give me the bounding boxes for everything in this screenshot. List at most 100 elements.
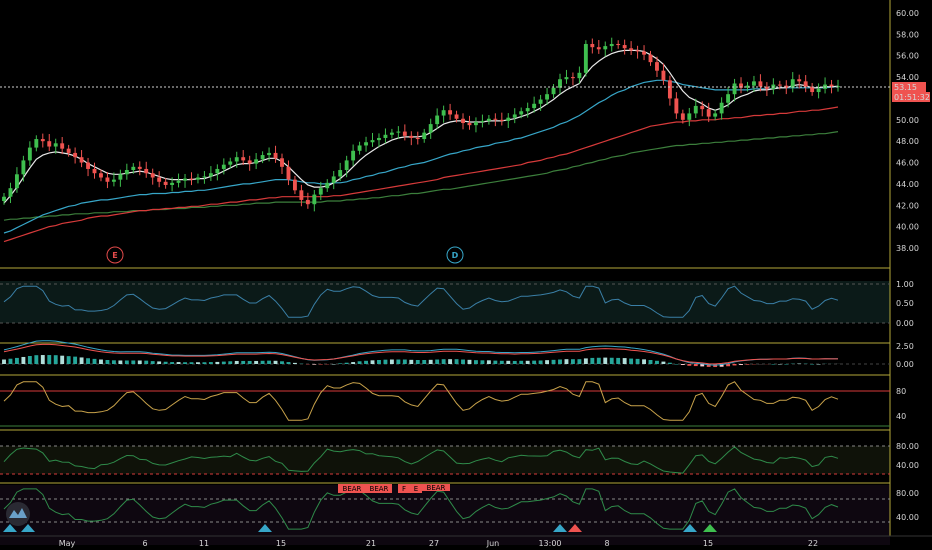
macd-bar	[34, 355, 39, 364]
time-axis[interactable]: May 6 11 15 21 27 Jun 13:00 8 15 22	[59, 539, 818, 548]
candle-body	[183, 178, 187, 181]
candle-body	[79, 157, 84, 163]
macd-bar	[312, 364, 317, 365]
macd-bar	[648, 360, 653, 364]
macd-bar	[532, 360, 537, 364]
candle-body	[118, 174, 123, 180]
candle-body	[318, 188, 323, 195]
macd-bar	[357, 361, 362, 364]
candle-body	[396, 131, 401, 133]
ema-slow-line	[3, 106, 839, 243]
candle-body	[383, 134, 388, 138]
candle-body	[286, 166, 291, 180]
candle-body	[667, 80, 672, 99]
macd-bar	[590, 357, 595, 364]
macd-bar	[14, 357, 19, 364]
price-axis[interactable]: 60.0058.0056.0054.0052.0050.0048.0046.00…	[896, 9, 919, 253]
time-tick-10: 15	[703, 539, 713, 548]
candle-body	[622, 45, 627, 49]
macd-bar	[228, 361, 233, 364]
candle-body	[441, 110, 446, 116]
candle-body	[21, 160, 26, 175]
candle-body	[609, 43, 614, 47]
candle-body	[34, 139, 39, 148]
macd-bar	[170, 362, 175, 364]
signal-triangle	[553, 524, 567, 532]
macd-bar	[79, 357, 84, 364]
indicator-pane-5[interactable]: BEAR BEAR F E BEAR	[0, 484, 890, 532]
candle-body	[545, 94, 550, 100]
price-tick: 60.00	[896, 9, 919, 18]
macd-bar	[732, 364, 737, 366]
candle-body	[111, 179, 116, 182]
macd-bar	[21, 356, 26, 364]
price-pane[interactable]	[0, 37, 890, 243]
macd-bar	[655, 360, 659, 364]
macd-bar	[215, 361, 220, 364]
bar-countdown: 01:51:32	[894, 93, 930, 102]
macd-bar	[402, 359, 407, 364]
macd-bar	[474, 360, 478, 364]
candle-body	[202, 176, 207, 178]
candle-body	[467, 123, 472, 126]
macd-bar	[396, 359, 401, 364]
macd-bar	[99, 359, 103, 364]
indicator-pane-2-macd[interactable]	[0, 340, 890, 368]
candle-body	[435, 115, 440, 125]
indicator-pane-3-rsi[interactable]	[0, 381, 890, 427]
candle-body	[105, 177, 110, 182]
candle-body	[519, 111, 524, 115]
macd-bar	[583, 358, 588, 364]
pane5-tick-2: 40.00	[896, 513, 919, 522]
macd-bar	[27, 356, 32, 364]
candle-body	[99, 173, 103, 178]
candle-body	[506, 117, 511, 121]
candle-body	[228, 161, 233, 165]
macd-bar	[292, 362, 297, 364]
candle-body	[713, 113, 718, 117]
event-marker-e[interactable]: E	[106, 246, 124, 264]
bear-signal-3: BEAR	[427, 484, 446, 492]
candle-body	[150, 173, 155, 178]
macd-bar	[467, 359, 472, 364]
candle-body	[267, 152, 272, 156]
candle-body	[829, 84, 834, 87]
price-tick: 38.00	[896, 244, 919, 253]
pane1-tick-1: 1.00	[896, 280, 914, 289]
price-tick: 46.00	[896, 159, 919, 168]
candle-body	[325, 182, 330, 189]
indicator-axes: 1.00 0.50 0.00 2.50 0.00 80 40 80.00 40.…	[896, 280, 919, 522]
candle-body	[273, 152, 278, 159]
event-marker-d[interactable]: D	[446, 246, 464, 264]
indicator-pane-4[interactable]	[0, 445, 890, 475]
macd-bar	[706, 364, 711, 367]
indicator-pane-1[interactable]	[0, 283, 890, 324]
signal-triangle	[21, 524, 35, 532]
macd-bar	[344, 362, 349, 364]
candle-body	[377, 137, 381, 141]
candle-body	[364, 142, 368, 146]
macd-bar	[267, 360, 272, 364]
candle-body	[53, 143, 58, 147]
macd-bar	[609, 357, 614, 364]
candle-body	[655, 62, 659, 71]
macd-bar	[816, 364, 821, 365]
macd-bar	[40, 355, 45, 364]
broker-logo[interactable]	[6, 502, 30, 526]
candle-body	[409, 135, 414, 138]
macd-bar	[448, 359, 453, 364]
macd-bar	[202, 362, 207, 364]
candle-body	[558, 79, 562, 88]
price-tick: 48.00	[896, 137, 919, 146]
macd-bar	[144, 360, 149, 364]
pane3-tick-2: 40	[896, 412, 906, 421]
macd-bar	[53, 355, 58, 364]
pane5-tick-1: 80.00	[896, 489, 919, 498]
macd-line	[3, 340, 838, 366]
pane5-indicator-line	[3, 488, 839, 530]
candle-body	[448, 110, 453, 115]
macd-bar	[86, 358, 90, 364]
candle-body	[260, 155, 265, 160]
candle-body	[305, 199, 310, 205]
